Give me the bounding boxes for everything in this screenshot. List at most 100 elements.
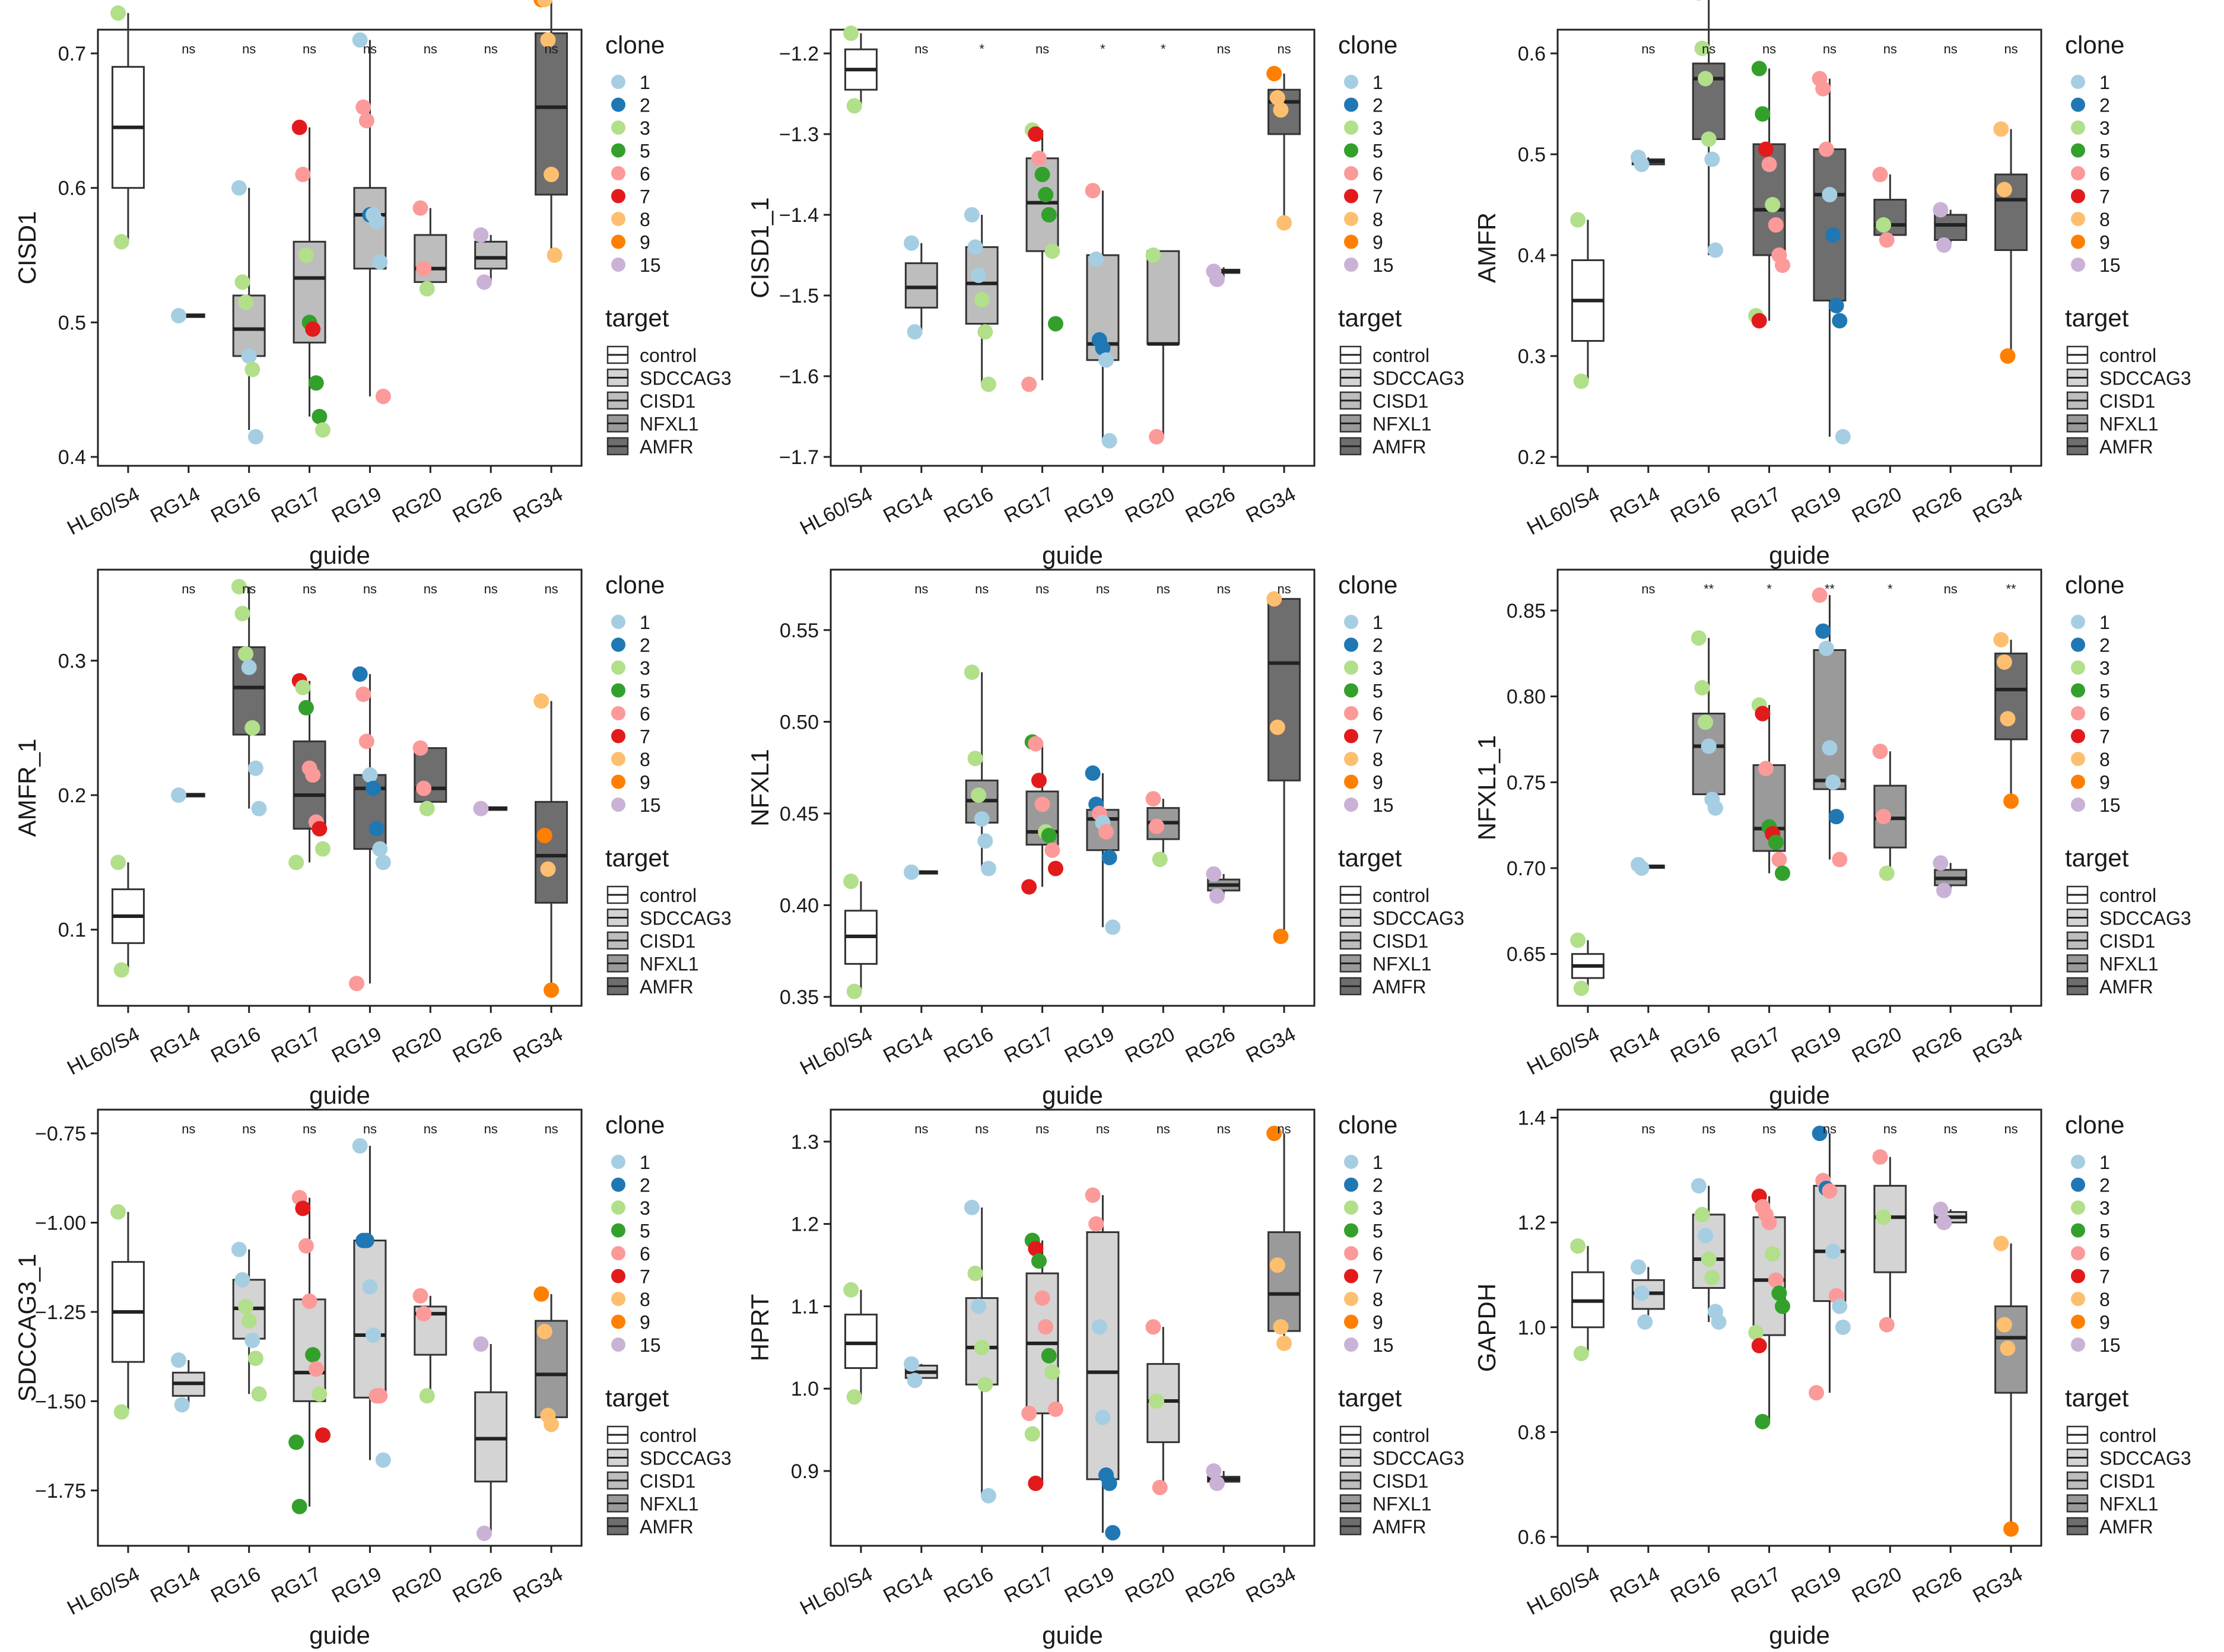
x-axis-title: guide bbox=[1769, 1081, 1830, 1109]
x-tick-label: RG16 bbox=[207, 1023, 264, 1068]
data-point bbox=[1024, 1426, 1040, 1442]
data-point bbox=[1755, 1413, 1771, 1429]
data-point bbox=[1832, 1298, 1848, 1314]
box-body bbox=[844, 1313, 878, 1370]
significance-label: ns bbox=[544, 582, 558, 596]
legend-clone-label: 9 bbox=[2099, 772, 2110, 793]
legend-target-label: NFXL1 bbox=[1372, 1494, 1432, 1515]
legend-target-label: control bbox=[2099, 1425, 2156, 1446]
y-tick-label: 0.6 bbox=[58, 177, 86, 200]
legend-clone-label: 1 bbox=[640, 72, 650, 93]
data-point bbox=[171, 1352, 187, 1368]
legend-target-label: control bbox=[640, 885, 697, 906]
data-point bbox=[1825, 1243, 1841, 1259]
data-point bbox=[1034, 167, 1050, 182]
data-point bbox=[308, 1361, 324, 1377]
data-point bbox=[843, 1282, 859, 1298]
data-point bbox=[298, 1238, 314, 1254]
data-point bbox=[1809, 1385, 1825, 1401]
legend-target-label: CISD1 bbox=[2099, 930, 2155, 952]
significance-label: ns bbox=[1277, 1122, 1291, 1136]
box-body bbox=[1813, 148, 1847, 301]
legend-clone-label: 1 bbox=[640, 1152, 650, 1173]
legend-clone-key bbox=[1344, 97, 1358, 112]
data-point bbox=[366, 1327, 382, 1343]
data-point bbox=[305, 1347, 321, 1363]
legend-clone-key bbox=[2071, 706, 2085, 720]
x-tick-label: RG26 bbox=[1182, 1563, 1239, 1607]
box-rg26 bbox=[1934, 209, 1968, 245]
data-point bbox=[1694, 40, 1710, 56]
data-point bbox=[1021, 879, 1037, 895]
legend-target-title: target bbox=[2065, 844, 2129, 872]
data-point bbox=[1095, 1409, 1111, 1425]
x-tick-label: RG16 bbox=[940, 1563, 997, 1607]
legend-clone-key bbox=[1344, 1269, 1358, 1284]
data-point bbox=[352, 666, 368, 682]
data-point bbox=[358, 733, 374, 749]
data-point bbox=[231, 1241, 247, 1257]
legend-target-title: target bbox=[1338, 1384, 1402, 1412]
data-point bbox=[1634, 157, 1650, 172]
legend-target-label: control bbox=[640, 1425, 697, 1446]
legend-clone-key bbox=[1344, 1155, 1358, 1169]
x-tick-label: RG16 bbox=[1667, 483, 1724, 528]
data-point bbox=[1835, 1319, 1851, 1335]
data-point bbox=[171, 308, 187, 323]
legend-clone-key bbox=[2071, 798, 2085, 812]
legend-clone-title: clone bbox=[1338, 31, 1397, 59]
box-hl60-s4 bbox=[111, 862, 145, 970]
data-point bbox=[1209, 1475, 1225, 1491]
legend-clone-key bbox=[1344, 1177, 1358, 1192]
x-tick-label: RG17 bbox=[1000, 1023, 1057, 1068]
data-point bbox=[314, 841, 331, 857]
data-point bbox=[416, 1305, 432, 1321]
y-tick-label: −1.50 bbox=[35, 1390, 86, 1413]
x-tick-label: RG19 bbox=[1061, 1023, 1118, 1068]
legend-clone-label: 8 bbox=[640, 749, 650, 770]
data-point bbox=[971, 787, 987, 803]
data-point bbox=[2000, 348, 2016, 364]
x-tick-label: RG14 bbox=[879, 1023, 936, 1068]
legend-clone-key bbox=[1344, 189, 1358, 204]
y-axis-title: HPRT bbox=[746, 1294, 774, 1362]
legend-target-label: SDCCAG3 bbox=[2099, 368, 2191, 389]
data-point bbox=[1570, 212, 1586, 228]
data-point bbox=[1933, 1202, 1949, 1218]
legend-clone-label: 5 bbox=[640, 1221, 650, 1242]
legend-clone-key bbox=[611, 1177, 625, 1192]
data-point bbox=[544, 167, 560, 182]
data-point bbox=[362, 767, 378, 783]
significance-label: ns bbox=[1762, 1122, 1776, 1136]
legend-clone-label: 6 bbox=[1372, 703, 1383, 725]
x-tick-label: RG17 bbox=[1727, 483, 1784, 528]
data-point bbox=[1028, 126, 1044, 142]
x-tick-label: HL60/S4 bbox=[1523, 1563, 1603, 1620]
legend-clone-label: 8 bbox=[2099, 1289, 2110, 1310]
x-axis-title: guide bbox=[309, 1621, 370, 1649]
data-point bbox=[1936, 882, 1952, 898]
significance-label: ns bbox=[1702, 42, 1715, 56]
data-point bbox=[843, 873, 859, 889]
y-tick-label: 1.1 bbox=[791, 1295, 819, 1318]
significance-label: ns bbox=[303, 1122, 316, 1136]
x-tick-label: RG14 bbox=[1606, 483, 1663, 528]
y-tick-label: 0.4 bbox=[58, 446, 86, 469]
x-tick-label: HL60/S4 bbox=[1523, 483, 1603, 540]
significance-label: ns bbox=[1641, 42, 1655, 56]
legend-clone-label: 3 bbox=[640, 117, 650, 139]
legend-clone-key bbox=[2071, 660, 2085, 675]
data-point bbox=[1832, 852, 1848, 868]
legend-target-label: AMFR bbox=[1372, 1516, 1426, 1537]
x-tick-label: HL60/S4 bbox=[796, 1023, 876, 1080]
data-point bbox=[1876, 809, 1892, 825]
legend-clone-key bbox=[2071, 1338, 2085, 1352]
data-point bbox=[419, 1388, 435, 1404]
y-axis-title: NFXL1_1 bbox=[1473, 735, 1501, 840]
legend-clone-key bbox=[611, 234, 625, 249]
y-tick-label: 0.3 bbox=[1518, 345, 1546, 368]
data-point bbox=[1149, 429, 1165, 444]
data-point bbox=[1691, 1178, 1707, 1194]
legend-clone-label: 7 bbox=[640, 726, 650, 748]
